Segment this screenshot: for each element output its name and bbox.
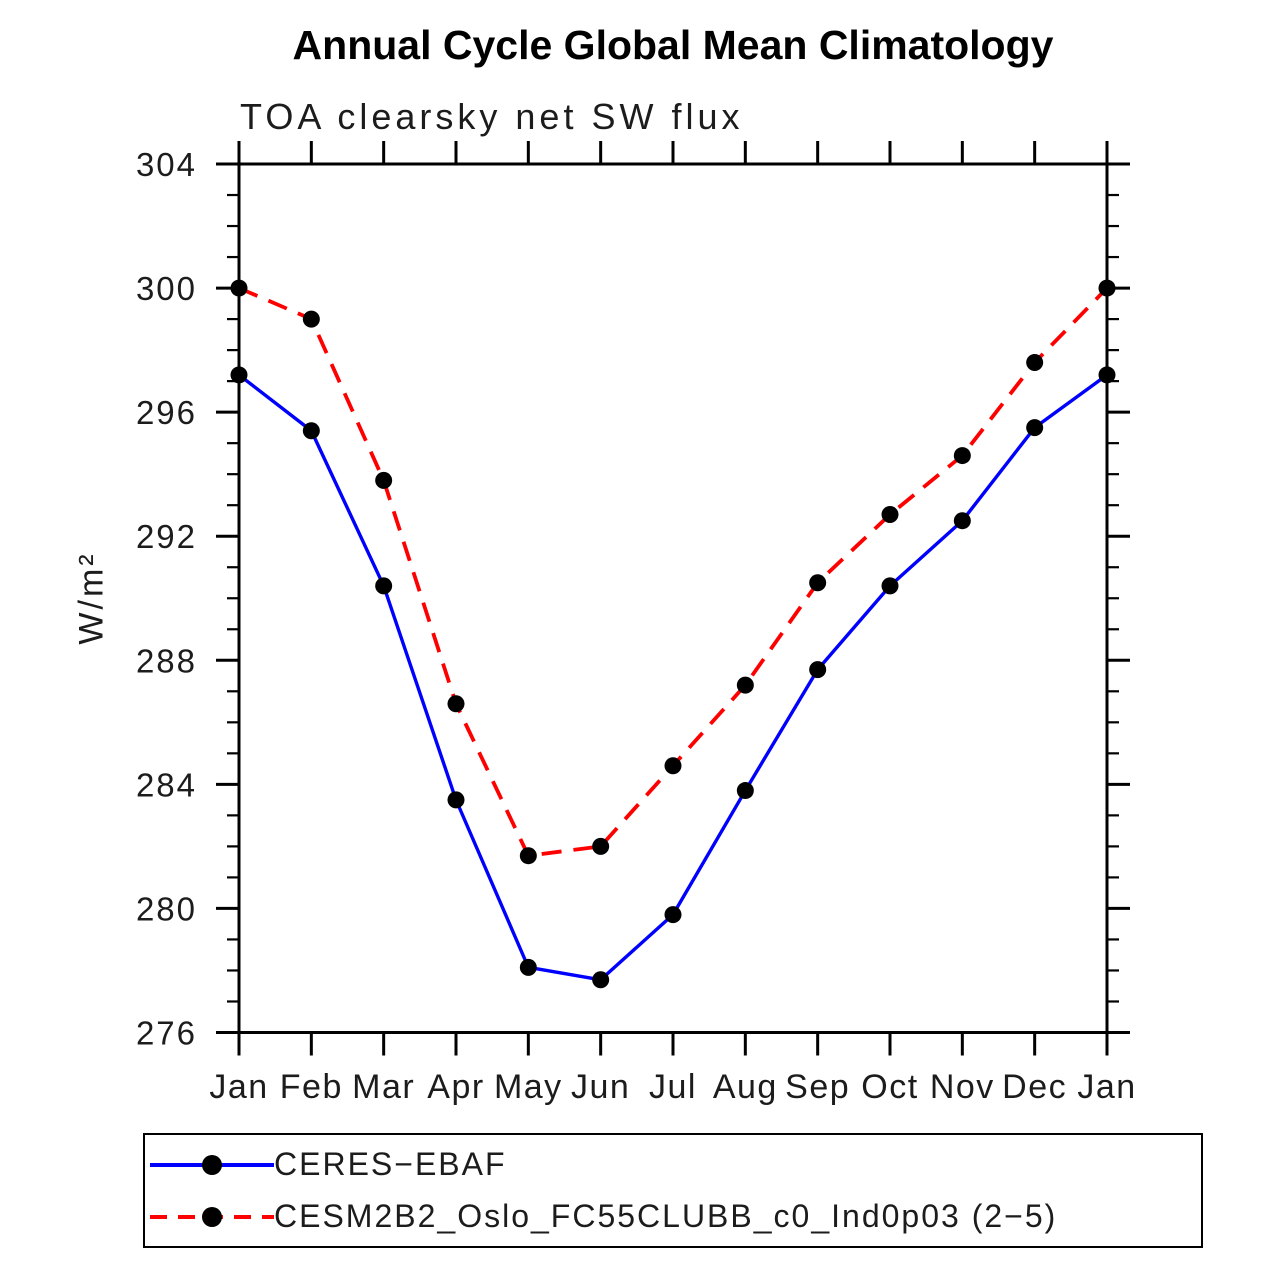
data-point-marker xyxy=(447,695,465,713)
x-tick-label: Aug xyxy=(713,1068,778,1106)
legend-line-sample-blue-solid xyxy=(150,1154,274,1175)
plot-frame xyxy=(237,162,1109,1034)
x-tick-label: Feb xyxy=(280,1068,343,1106)
data-point-marker xyxy=(592,837,610,855)
x-tick-label: Dec xyxy=(1002,1068,1067,1106)
data-point-marker xyxy=(302,422,320,440)
data-point-marker xyxy=(519,958,537,976)
x-tick-label: Jul xyxy=(649,1068,697,1106)
legend-line-sample-red-dashed xyxy=(150,1206,274,1227)
data-point-marker xyxy=(1026,354,1044,372)
x-tick-label: May xyxy=(494,1068,563,1106)
data-point-marker xyxy=(230,366,248,384)
data-point-marker xyxy=(809,661,827,679)
legend-sample-marker-icon xyxy=(202,1154,222,1175)
series-line-ceres-ebaf xyxy=(237,373,1109,982)
x-tick-label: Nov xyxy=(930,1068,995,1106)
data-point-marker xyxy=(664,906,682,924)
data-point-marker xyxy=(375,471,393,489)
chart-subtitle: TOA clearsky net SW flux xyxy=(240,96,744,137)
data-point-marker xyxy=(447,791,465,809)
legend-label-cesm2b2: CESM2B2_Oslo_FC55CLUBB_c0_Ind0p03 (2−5) xyxy=(274,1198,1058,1234)
legend-box: CERES−EBAF CESM2B2_Oslo_FC55CLUBB_c0_Ind… xyxy=(143,1133,1203,1248)
y-tick-label: 300 xyxy=(136,270,197,307)
data-point-marker xyxy=(736,676,754,694)
data-point-marker xyxy=(881,577,899,595)
data-point-marker xyxy=(1026,419,1044,437)
data-point-marker xyxy=(519,847,537,865)
x-tick-label: Jan xyxy=(209,1068,268,1106)
data-point-marker xyxy=(736,782,754,800)
y-tick-label: 304 xyxy=(136,146,197,183)
data-point-marker xyxy=(809,574,827,592)
y-tick-label: 288 xyxy=(136,642,197,679)
data-point-marker xyxy=(1098,366,1116,384)
data-point-marker xyxy=(230,279,248,297)
x-tick-label: Mar xyxy=(352,1068,415,1106)
x-tick-label: Jun xyxy=(571,1068,630,1106)
data-point-marker xyxy=(375,577,393,595)
y-tick-label: 284 xyxy=(136,766,197,803)
chart-title: Annual Cycle Global Mean Climatology xyxy=(292,22,1054,68)
data-point-marker xyxy=(592,971,610,989)
x-tick-label: Oct xyxy=(861,1068,918,1106)
x-tick-label: Jan xyxy=(1077,1068,1136,1106)
y-tick-label: 296 xyxy=(136,394,197,431)
legend-item-ceres-ebaf: CERES−EBAF xyxy=(150,1142,1201,1188)
y-tick-label: 276 xyxy=(136,1015,197,1052)
x-tick-label: Sep xyxy=(785,1068,850,1106)
data-point-marker xyxy=(664,757,682,775)
data-point-marker xyxy=(881,506,899,524)
y-tick-label: 280 xyxy=(136,890,197,927)
legend-item-cesm2b2: CESM2B2_Oslo_FC55CLUBB_c0_Ind0p03 (2−5) xyxy=(150,1194,1201,1240)
data-point-marker xyxy=(953,447,971,465)
x-tick-label: Apr xyxy=(427,1068,484,1106)
y-tick-label: 292 xyxy=(136,518,197,555)
data-point-marker xyxy=(1098,279,1116,297)
legend-label-ceres-ebaf: CERES−EBAF xyxy=(274,1146,507,1182)
data-point-marker xyxy=(953,512,971,530)
legend-sample-marker-icon xyxy=(202,1206,222,1227)
data-point-marker xyxy=(302,310,320,328)
